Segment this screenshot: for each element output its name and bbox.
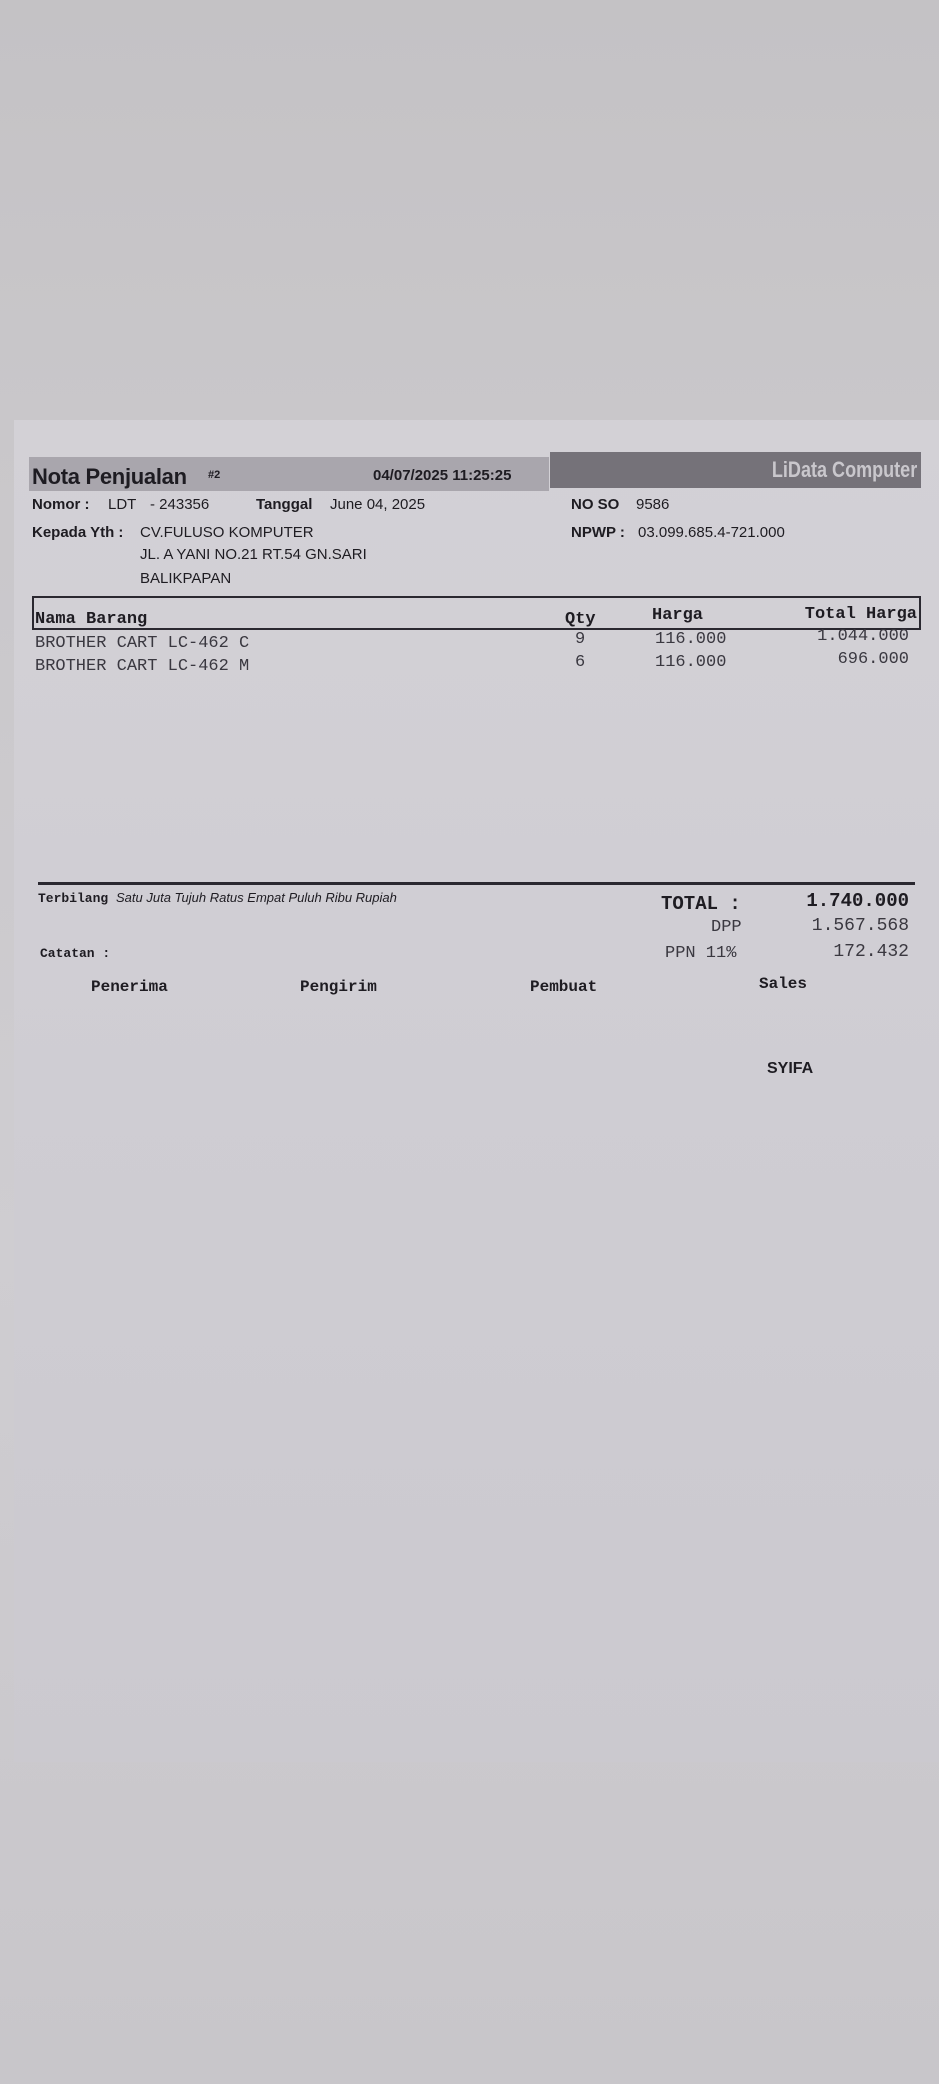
item-price: 116.000 [655, 653, 727, 672]
table-header-box [32, 596, 921, 630]
catatan-label: Catatan : [40, 946, 111, 961]
nomor-prefix: LDT [108, 496, 137, 513]
print-timestamp: 04/07/2025 11:25:25 [373, 467, 512, 484]
address-line2: BALIKPAPAN [140, 570, 232, 587]
item-qty: 6 [575, 653, 586, 672]
total-value: 1.740.000 [806, 890, 909, 912]
dpp-label: DPP [711, 918, 742, 937]
item-price: 116.000 [655, 630, 727, 649]
total-label: TOTAL : [661, 893, 741, 915]
npwp-label: NPWP : [571, 524, 625, 541]
signature-pengirim: Pengirim [300, 978, 377, 996]
col-qty: Qty [565, 610, 596, 629]
sales-name: SYIFA [767, 1060, 814, 1077]
noso-value: 9586 [636, 496, 670, 513]
noso-label: NO SO [571, 496, 620, 513]
npwp-value: 03.099.685.4-721.000 [638, 524, 785, 541]
page-title: Nota Penjualan [32, 464, 187, 489]
col-total-harga: Total Harga [804, 605, 917, 624]
ppn-label: PPN 11% [665, 944, 737, 963]
nomor-value: - 243356 [150, 496, 210, 513]
item-total: 1.044.000 [817, 627, 909, 646]
summary-divider [38, 882, 915, 885]
customer-name: CV.FULUSO KOMPUTER [140, 524, 314, 541]
header-bar [29, 457, 549, 491]
item-total: 696.000 [837, 650, 909, 669]
kepada-label: Kepada Yth : [32, 524, 124, 541]
item-name: BROTHER CART LC-462 C [35, 634, 250, 653]
col-nama-barang: Nama Barang [35, 610, 148, 629]
signature-penerima: Penerima [91, 978, 168, 996]
tanggal-label: Tanggal [256, 496, 313, 513]
address-line1: JL. A YANI NO.21 RT.54 GN.SARI [140, 546, 367, 563]
brand-bar [550, 452, 921, 488]
nomor-label: Nomor : [32, 496, 90, 513]
tanggal-value: June 04, 2025 [330, 496, 426, 513]
ppn-value: 172.432 [833, 942, 909, 962]
signature-pembuat: Pembuat [530, 978, 598, 996]
brand-logo: LiData Computer [771, 457, 917, 482]
terbilang-label: Terbilang [38, 891, 109, 906]
invoice-paper [14, 420, 939, 1762]
copy-mark: #2 [208, 469, 221, 481]
terbilang-value: Satu Juta Tujuh Ratus Empat Puluh Ribu R… [116, 890, 397, 905]
signature-sales: Sales [759, 975, 808, 993]
col-harga: Harga [652, 606, 704, 625]
item-name: BROTHER CART LC-462 M [35, 657, 250, 676]
dpp-value: 1.567.568 [811, 916, 909, 936]
item-qty: 9 [575, 630, 586, 649]
